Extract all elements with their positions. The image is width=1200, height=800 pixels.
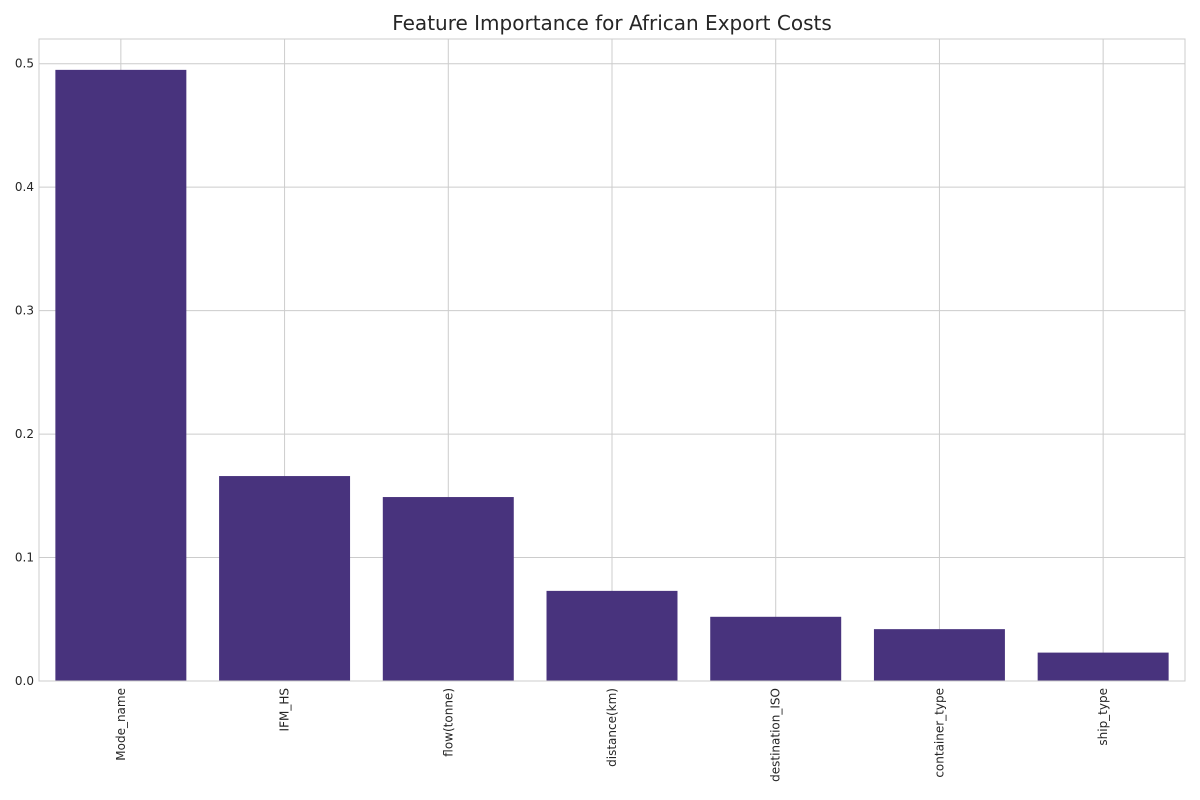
x-tick-label: IFM_HS: [278, 688, 292, 731]
y-tick-label: 0.0: [15, 674, 34, 688]
bar: [546, 590, 678, 681]
plot-frame: [38, 38, 1186, 682]
y-tick-label: 0.3: [15, 304, 34, 318]
y-tick-label: 0.5: [15, 57, 34, 71]
bar: [873, 629, 1005, 681]
bars: [55, 69, 1169, 682]
bar: [382, 497, 514, 681]
bar: [710, 616, 842, 681]
x-tick-label: flow(tonne): [441, 688, 455, 757]
x-tick-label: distance(km): [605, 688, 619, 767]
y-tick-label: 0.1: [15, 551, 34, 565]
x-tick-label: Mode_name: [114, 688, 128, 761]
y-tick-label: 0.2: [15, 427, 34, 441]
chart-title: Feature Importance for African Export Co…: [392, 11, 832, 35]
x-tick-label: destination_ISO: [769, 688, 783, 782]
grid-lines: [39, 39, 1185, 682]
y-tick-label: 0.4: [15, 180, 34, 194]
x-tick-label: container_type: [932, 688, 946, 778]
bar: [219, 476, 351, 681]
x-axis-ticks: Mode_name IFM_HS flow(tonne) distance(km) de…: [114, 688, 1110, 782]
x-tick-label: ship_type: [1096, 688, 1110, 746]
bar: [1037, 652, 1169, 681]
bar: [55, 69, 187, 682]
y-axis-ticks: 0.0 0.1 0.2 0.3 0.4 0.5: [15, 57, 34, 688]
